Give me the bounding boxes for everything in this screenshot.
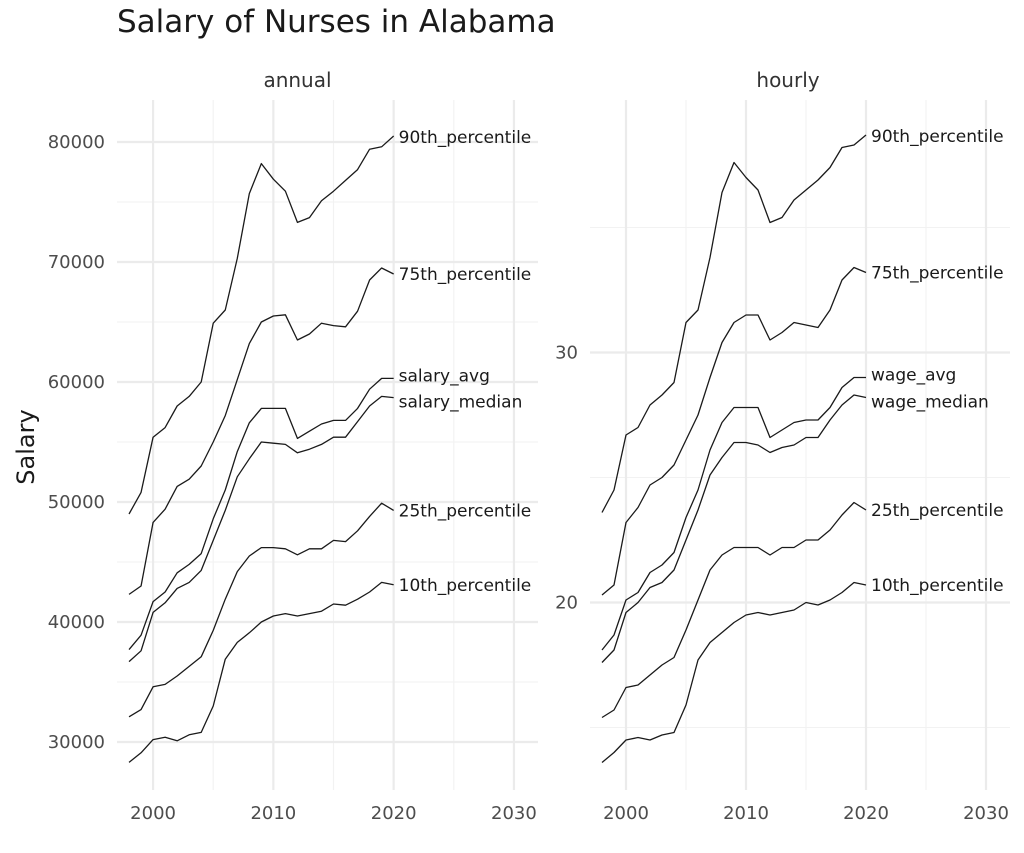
y-tick-label: 30000 [48, 732, 105, 753]
series-line-90th_percentile [601, 134, 867, 513]
series-label-wage_median: wage_median [871, 393, 989, 413]
series-label-wage_avg: wage_avg [871, 366, 956, 386]
y-tick-label: 70000 [48, 252, 105, 273]
x-tick-label: 2000 [130, 803, 176, 824]
series-line-wage_median [601, 394, 867, 663]
x-tick-label: 2030 [491, 803, 537, 824]
series-line-75th_percentile [601, 266, 867, 596]
x-tick-label: 2020 [371, 803, 417, 824]
series-line-salary_avg [128, 377, 394, 651]
x-tick-label: 2000 [603, 803, 649, 824]
panel-hourly: 2000 2010 2020 20302030hourly90th_percentil… [555, 68, 1010, 824]
chart-title: Salary of Nurses in Alabama [117, 4, 556, 40]
panel-annual: 2000 2010 2020 2030 30000 40000 50000 60000 7000… [48, 68, 538, 824]
series-line-25th_percentile [601, 501, 867, 719]
x-tick-label: 2010 [723, 803, 769, 824]
series-label-75th_percentile: 75th_percentile [871, 264, 1004, 284]
series-line-90th_percentile [128, 135, 395, 515]
series-line-10th_percentile [128, 581, 394, 763]
y-axis-label: Salary [12, 409, 40, 484]
y-tick-label: 80000 [48, 132, 105, 153]
series-label-75th_percentile: 75th_percentile [399, 265, 532, 285]
x-tick-label: 2010 [250, 803, 296, 824]
y-tick-label: 50000 [48, 492, 105, 513]
y-tick-label: 40000 [48, 612, 105, 633]
y-tick-label: 60000 [48, 372, 105, 393]
series-label-salary_avg: salary_avg [399, 366, 490, 386]
facet-title-hourly: hourly [756, 68, 819, 92]
x-tick-label: 2020 [843, 803, 889, 824]
y-tick-label: 30 [555, 343, 578, 364]
y-tick-label: 20 [555, 593, 578, 614]
facet-title-annual: annual [263, 68, 331, 92]
series-line-25th_percentile [128, 502, 394, 718]
series-line-salary_median [128, 395, 394, 663]
series-line-10th_percentile [601, 581, 867, 763]
series-label-salary_median: salary_median [399, 393, 523, 413]
chart-panels: 2000 2010 2020 2030300004000050000600007000… [48, 68, 1010, 824]
series-label-90th_percentile: 90th_percentile [399, 128, 532, 148]
x-tick-label: 2030 [963, 803, 1009, 824]
series-label-10th_percentile: 10th_percentile [399, 576, 532, 596]
series-label-90th_percentile: 90th_percentile [871, 127, 1004, 147]
series-label-25th_percentile: 25th_percentile [399, 501, 532, 521]
series-label-10th_percentile: 10th_percentile [871, 576, 1004, 596]
series-line-wage_avg [601, 376, 866, 651]
series-label-25th_percentile: 25th_percentile [871, 501, 1004, 521]
series-line-75th_percentile [128, 267, 394, 595]
